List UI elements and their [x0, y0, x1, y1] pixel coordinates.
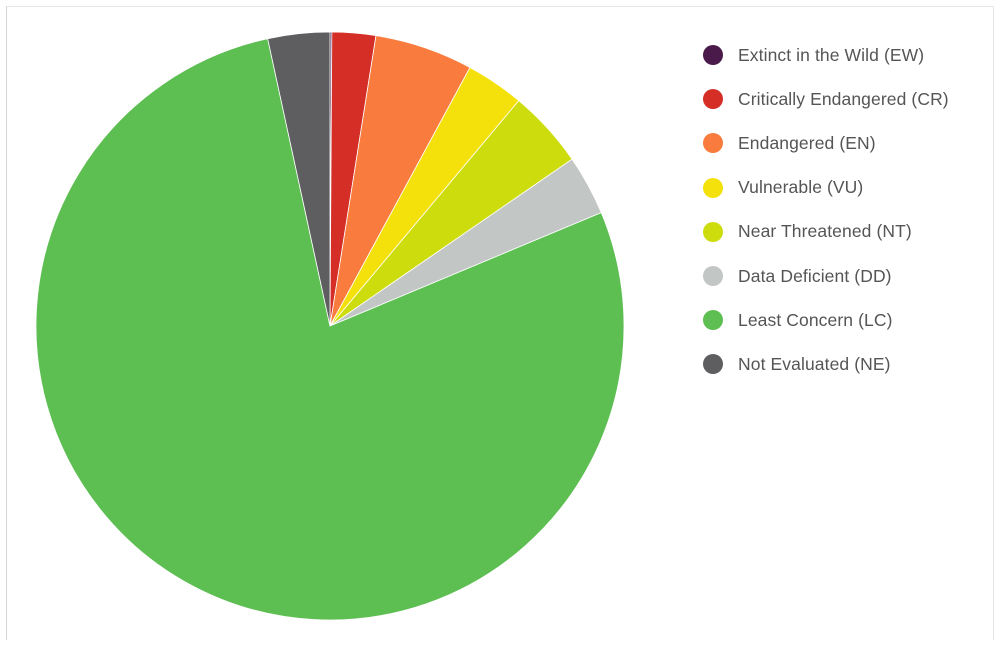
- pie-slice[interactable]: [35, 38, 625, 621]
- legend-label: Data Deficient (DD): [738, 265, 892, 286]
- legend-item[interactable]: Critically Endangered (CR): [703, 77, 995, 121]
- legend-item[interactable]: Endangered (EN): [703, 121, 995, 165]
- legend-label: Not Evaluated (NE): [738, 353, 891, 374]
- legend-marker: [703, 133, 723, 154]
- legend-label: Near Threatened (NT): [738, 221, 912, 242]
- legend-item[interactable]: Near Threatened (NT): [703, 210, 995, 254]
- legend-marker: [703, 266, 723, 287]
- chart-legend: Extinct in the Wild (EW) Critically Enda…: [703, 33, 995, 387]
- legend-marker: [703, 45, 723, 66]
- legend-item[interactable]: Least Concern (LC): [703, 298, 995, 342]
- legend-marker: [703, 89, 723, 110]
- legend-label: Vulnerable (VU): [738, 177, 864, 198]
- legend-label: Least Concern (LC): [738, 309, 893, 330]
- legend-item[interactable]: Vulnerable (VU): [703, 166, 995, 210]
- legend-marker: [703, 177, 723, 198]
- legend-marker: [703, 221, 723, 242]
- legend-label: Extinct in the Wild (EW): [738, 44, 925, 65]
- legend-marker: [703, 354, 723, 375]
- legend-label: Critically Endangered (CR): [738, 88, 949, 109]
- legend-label: Endangered (EN): [738, 132, 876, 153]
- legend-marker: [703, 310, 723, 331]
- pie-slice[interactable]: [267, 31, 331, 327]
- legend-item[interactable]: Data Deficient (DD): [703, 254, 995, 298]
- legend-item[interactable]: Extinct in the Wild (EW): [703, 33, 995, 77]
- legend-item[interactable]: Not Evaluated (NE): [703, 342, 995, 386]
